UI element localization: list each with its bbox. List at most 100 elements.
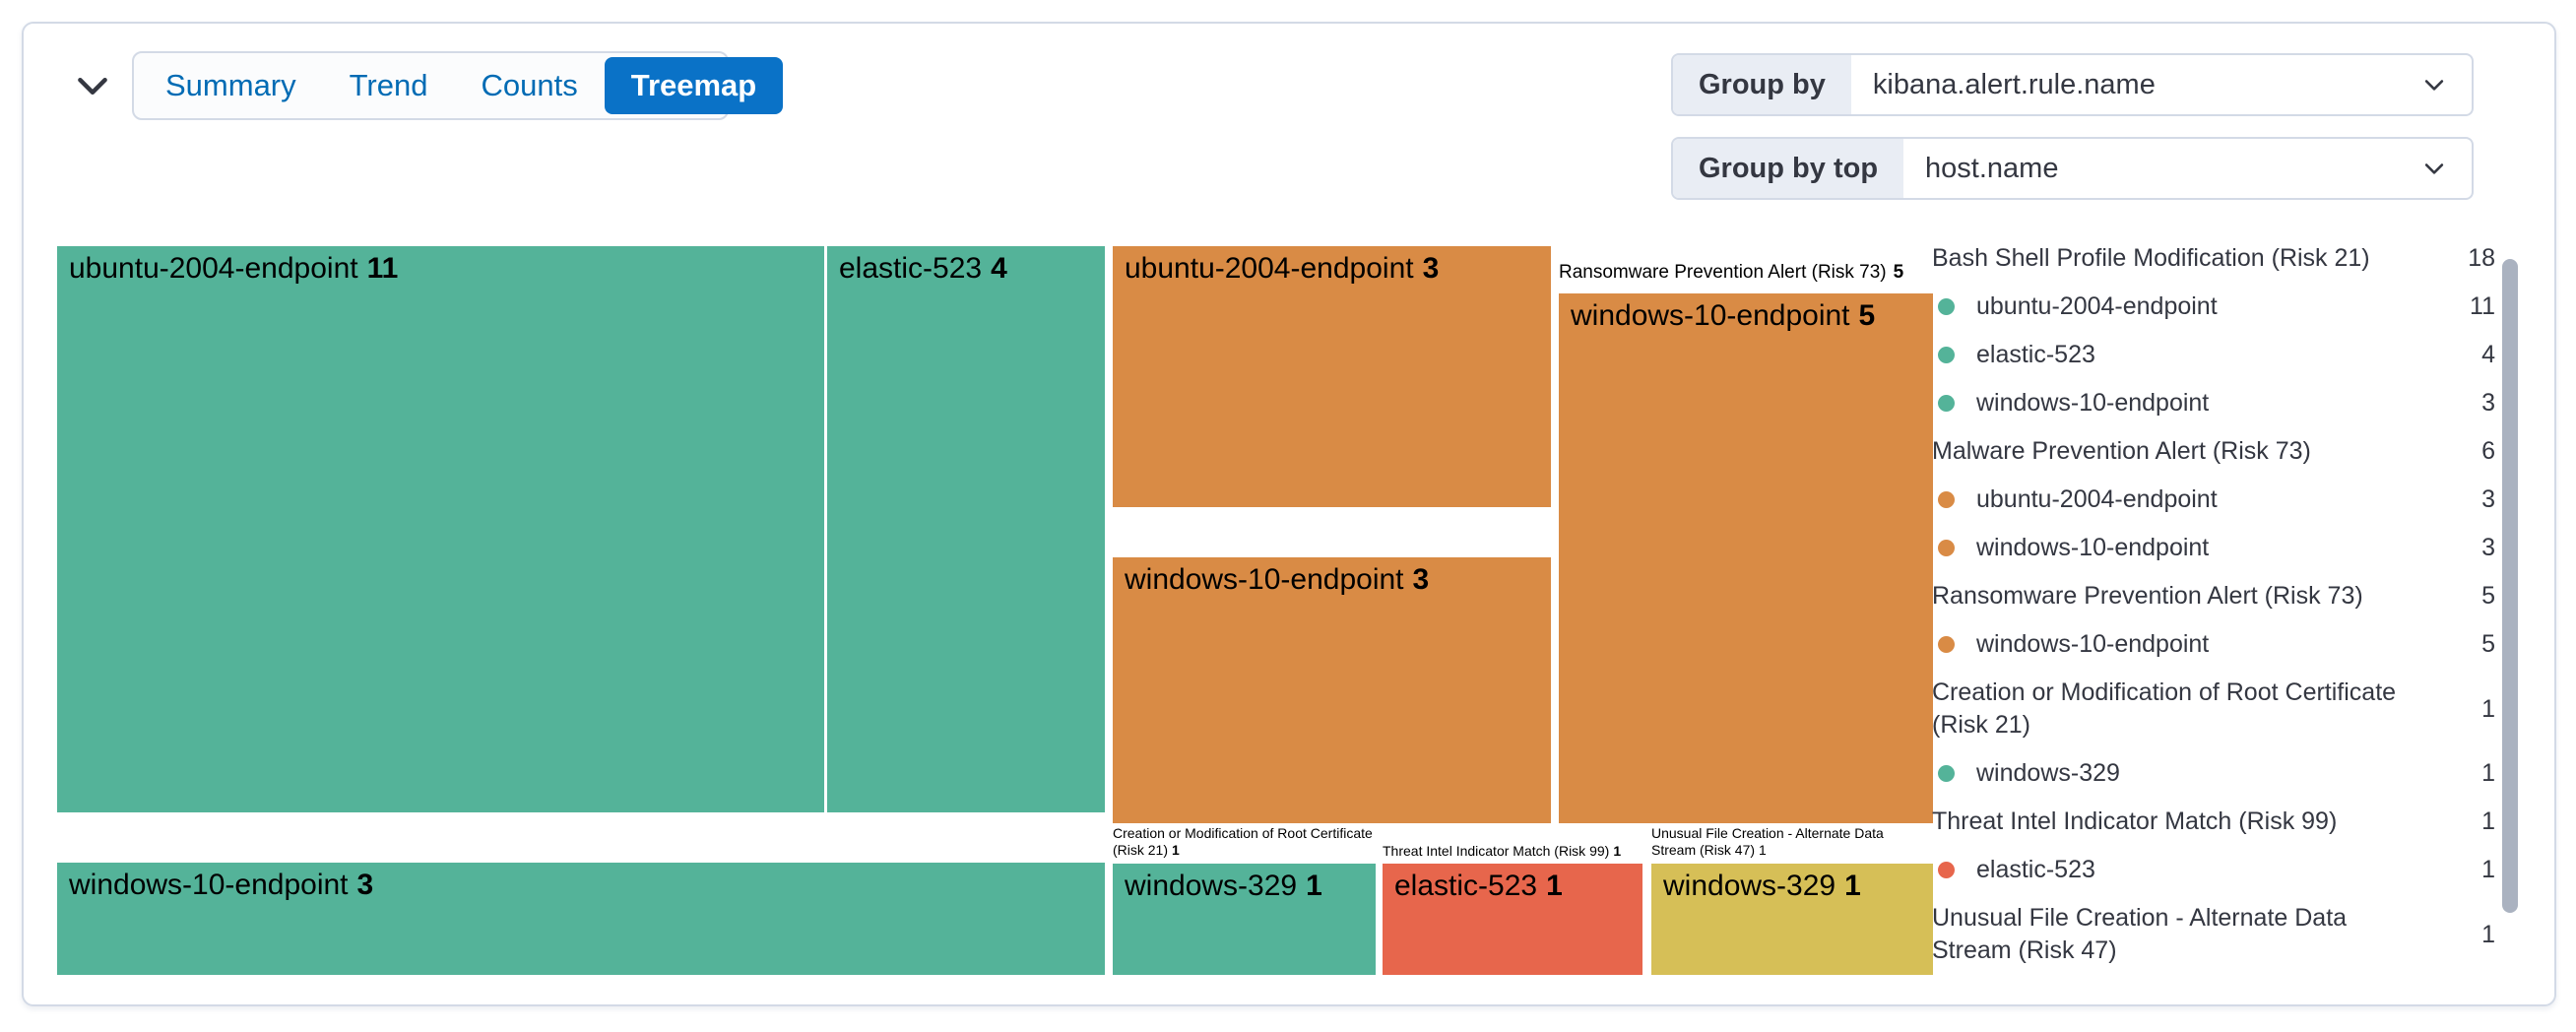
legend-count: 1 [2481,694,2495,723]
section-count: 5 [1893,262,1904,283]
treemap-block[interactable]: elastic-523 1 [1383,864,1642,975]
legend-item-label: windows-10-endpoint [1976,389,2210,417]
legend-scrollbar[interactable] [2502,259,2518,913]
treemap-block[interactable]: ubuntu-2004-endpoint 3 [1113,246,1551,507]
block-label: windows-329 [1663,870,1836,902]
treemap-block[interactable]: windows-329 1 [1113,864,1376,975]
legend-count: 1 [2481,920,2495,948]
legend-count: 3 [2481,534,2495,561]
block-label: elastic-523 [839,252,983,285]
legend-group-row[interactable]: Threat Intel Indicator Match (Risk 99) 1 [1932,806,2495,838]
block-label: ubuntu-2004-endpoint [1125,252,1414,285]
legend-item-row[interactable]: ubuntu-2004-endpoint 3 [1932,484,2495,516]
block-value: 4 [991,252,1007,285]
legend-group-row[interactable]: Malware Prevention Alert (Risk 73) 6 [1932,435,2495,468]
chevron-down-icon [2420,139,2472,198]
legend-count: 5 [2481,630,2495,658]
legend-item-row[interactable]: windows-329 1 [1932,757,2495,790]
block-label: ubuntu-2004-endpoint [69,252,358,285]
block-label: windows-10-endpoint [1125,563,1404,596]
legend-item-row[interactable]: elastic-523 1 [1932,854,2495,886]
group-by-top-value: host.name [1925,152,2059,184]
section-name: Threat Intel Indicator Match (Risk 99) [1383,843,1610,859]
legend-dot-icon [1938,862,1955,878]
treemap-block[interactable]: windows-10-endpoint 3 [1113,557,1551,823]
block-value: 1 [1546,870,1563,902]
section-name: Creation or Modification of Root Certifi… [1113,825,1373,858]
section-count: 1 [1613,843,1622,859]
legend-count: 1 [2481,759,2495,787]
legend-item-label: windows-329 [1976,759,2120,787]
legend-item-label: ubuntu-2004-endpoint [1976,292,2218,320]
tab-treemap[interactable]: Treemap [604,57,784,114]
block-value: 3 [1422,252,1440,285]
block-value: 11 [366,252,399,285]
legend-item-label: elastic-523 [1976,856,2095,883]
legend-item-label: windows-10-endpoint [1976,534,2210,561]
legend-dot-icon [1938,540,1955,556]
legend-item-label: elastic-523 [1976,341,2095,368]
block-value: 3 [356,869,374,901]
tab-trend[interactable]: Trend [349,68,428,102]
legend-item-row[interactable]: ubuntu-2004-endpoint 11 [1932,290,2495,323]
legend-group-row[interactable]: Creation or Modification of Root Certifi… [1932,677,2495,742]
section-count: 1 [1759,842,1767,858]
legend-dot-icon [1938,395,1955,412]
treemap-block[interactable]: windows-329 1 [1651,864,1933,975]
legend-count: 5 [2481,582,2495,610]
view-tab-group: Summary Trend Counts Treemap [132,51,784,120]
group-by-top-label: Group by top [1673,139,1904,198]
chevron-down-icon [72,65,113,109]
legend-count: 11 [2470,292,2495,320]
tab-counts[interactable]: Counts [481,68,578,102]
tab-summary[interactable]: Summary [165,68,296,102]
legend-item-row[interactable]: windows-10-endpoint 3 [1932,387,2495,419]
legend-count: 18 [2468,244,2495,272]
alerts-treemap: Bash Shell Profile Modification (Risk 21… [57,246,1933,975]
treemap-legend: Bash Shell Profile Modification (Risk 21… [1932,242,2495,983]
legend-group-row[interactable]: Unusual File Creation - Alternate Data S… [1932,902,2495,967]
legend-group-label: Malware Prevention Alert (Risk 73) [1932,437,2311,465]
legend-count: 6 [2481,437,2495,465]
block-value: 5 [1858,299,1876,332]
legend-dot-icon [1938,347,1955,363]
treemap-block[interactable]: windows-10-endpoint 5 [1559,293,1933,823]
block-label: windows-10-endpoint [1571,299,1850,332]
treemap-section-title: Creation or Modification of Root Certifi… [1113,825,1400,859]
section-name: Unusual File Creation - Alternate Data S… [1651,825,1884,858]
section-count: 1 [1172,842,1180,858]
collapse-panel-button[interactable] [69,63,116,110]
group-by-top-select[interactable]: Group by top host.name [1671,137,2474,200]
block-label: elastic-523 [1394,870,1538,902]
legend-group-label: Threat Intel Indicator Match (Risk 99) [1932,807,2338,835]
treemap-block[interactable]: ubuntu-2004-endpoint 11 [57,246,824,812]
legend-item-row[interactable]: windows-10-endpoint 3 [1932,532,2495,564]
group-by-value: kibana.alert.rule.name [1872,68,2156,100]
section-name: Ransomware Prevention Alert (Risk 73) [1559,262,1887,283]
legend-count: 1 [2481,856,2495,883]
legend-count: 1 [2481,807,2495,835]
legend-dot-icon [1938,765,1955,782]
legend-dot-icon [1938,636,1955,653]
legend-dot-icon [1938,298,1955,315]
treemap-block[interactable]: elastic-523 4 [827,246,1105,812]
block-label: windows-329 [1125,870,1298,902]
legend-dot-icon [1938,491,1955,508]
legend-group-label: Ransomware Prevention Alert (Risk 73) [1932,582,2363,610]
legend-group-label: Unusual File Creation - Alternate Data S… [1932,904,2348,964]
legend-group-row[interactable]: Bash Shell Profile Modification (Risk 21… [1932,242,2495,275]
legend-group-row[interactable]: Ransomware Prevention Alert (Risk 73) 5 [1932,580,2495,613]
block-value: 1 [1306,870,1322,902]
legend-group-label: Bash Shell Profile Modification (Risk 21… [1932,244,2370,272]
legend-count: 3 [2481,485,2495,513]
group-by-label: Group by [1673,55,1851,114]
chevron-down-icon [2420,55,2472,114]
block-label: windows-10-endpoint [69,869,349,901]
treemap-block[interactable]: windows-10-endpoint 3 [57,863,1105,975]
legend-item-label: ubuntu-2004-endpoint [1976,485,2218,513]
legend-group-label: Creation or Modification of Root Certifi… [1932,678,2397,739]
legend-item-row[interactable]: windows-10-endpoint 5 [1932,628,2495,661]
legend-item-row[interactable]: elastic-523 4 [1932,339,2495,371]
group-by-select[interactable]: Group by kibana.alert.rule.name [1671,53,2474,116]
treemap-section-title: Threat Intel Indicator Match (Risk 99) 1 [1383,843,1621,860]
